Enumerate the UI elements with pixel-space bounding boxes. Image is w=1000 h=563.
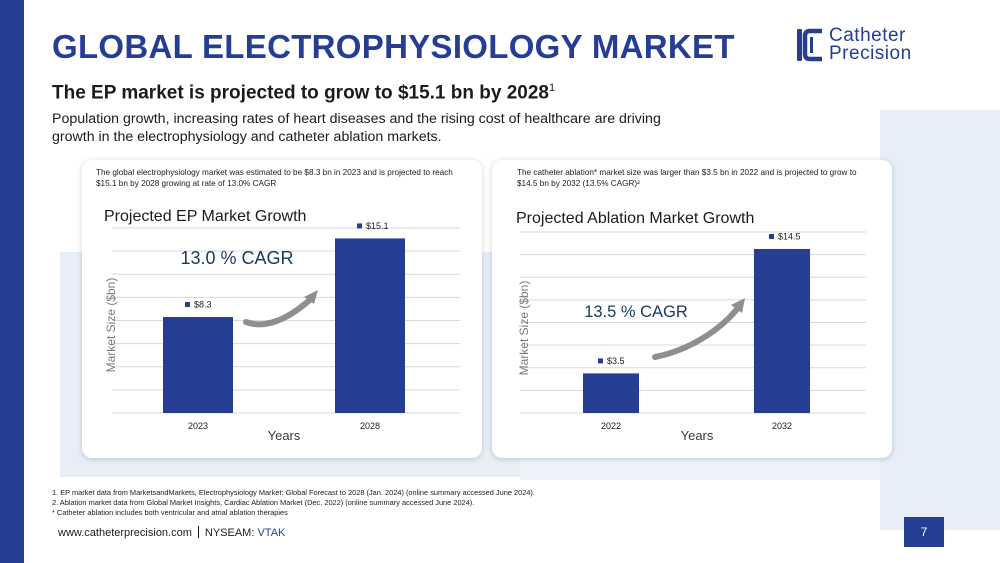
data-label-marker <box>357 223 362 229</box>
data-label-marker <box>598 358 603 364</box>
ablation-chart-title: Projected Ablation Market Growth <box>516 210 755 227</box>
footer: www.catheterprecision.com NYSEAM: VTAK <box>58 526 285 539</box>
category-label: 2028 <box>360 421 380 431</box>
logo-text-line2: Precision <box>829 43 912 64</box>
data-label: $8.3 <box>194 300 212 310</box>
footer-divider <box>197 526 199 538</box>
page-number: 7 <box>904 517 944 547</box>
left-accent-bar <box>0 0 24 563</box>
x-axis-title: Years <box>268 428 301 443</box>
ep-market-note: The global electrophysiology market was … <box>96 168 453 188</box>
subtitle-text: The EP market is projected to grow to $1… <box>52 82 549 104</box>
footnotes: 1. EP market data from MarketsandMarkets… <box>52 488 535 518</box>
growth-arrow-icon <box>652 305 741 360</box>
intro-paragraph: Population growth, increasing rates of h… <box>52 111 661 145</box>
cagr-annotation: 13.0 % CAGR <box>180 248 293 268</box>
page-title: GLOBAL ELECTROPHYSIOLOGY MARKET <box>52 28 735 65</box>
arrow-head-icon <box>731 298 745 313</box>
cagr-annotation: 13.5 % CAGR <box>584 303 688 321</box>
slide-subtitle: The EP market is projected to grow to $1… <box>52 82 555 104</box>
ablation-market-note: The catheter ablation* market size was l… <box>517 168 857 188</box>
y-axis-title: Market Size ($bn) <box>104 278 118 373</box>
exchange-label: NYSEAM: <box>204 527 258 539</box>
data-label: $3.5 <box>607 356 625 366</box>
bar-2023 <box>163 317 233 413</box>
bar-2028 <box>335 238 405 413</box>
growth-arrow-icon <box>243 295 315 328</box>
arrow-head-icon <box>304 290 318 304</box>
data-label-marker <box>769 233 774 239</box>
data-label: $14.5 <box>778 231 801 241</box>
footnote-3: * Catheter ablation includes both ventri… <box>52 508 288 517</box>
x-axis-title: Years <box>681 428 714 443</box>
company-logo: Catheter Precision <box>796 25 956 65</box>
category-label: 2022 <box>601 421 621 431</box>
bar-2022 <box>583 373 639 413</box>
website-link[interactable]: www.catheterprecision.com <box>58 527 192 539</box>
category-label: 2032 <box>772 421 792 431</box>
ep-chart-title: Projected EP Market Growth <box>104 208 307 225</box>
ablation-chart-card <box>492 160 892 458</box>
footnote-2: 2. Ablation market data from Global Mark… <box>52 498 475 507</box>
y-axis-title: Market Size ($bn) <box>517 281 531 376</box>
footnote-ref: 1 <box>548 82 556 94</box>
background-shape <box>880 110 1000 530</box>
data-label: $15.1 <box>366 221 389 231</box>
category-label: 2023 <box>188 421 208 431</box>
ep-chart-card <box>82 160 482 458</box>
logo-text-line1: Catheter <box>829 25 906 46</box>
ticker-symbol: VTAK <box>257 527 286 539</box>
bar-2032 <box>754 248 810 413</box>
footnote-1: 1. EP market data from MarketsandMarkets… <box>52 488 535 497</box>
catheter-precision-logo-icon <box>797 28 822 62</box>
data-label-marker <box>185 302 190 308</box>
